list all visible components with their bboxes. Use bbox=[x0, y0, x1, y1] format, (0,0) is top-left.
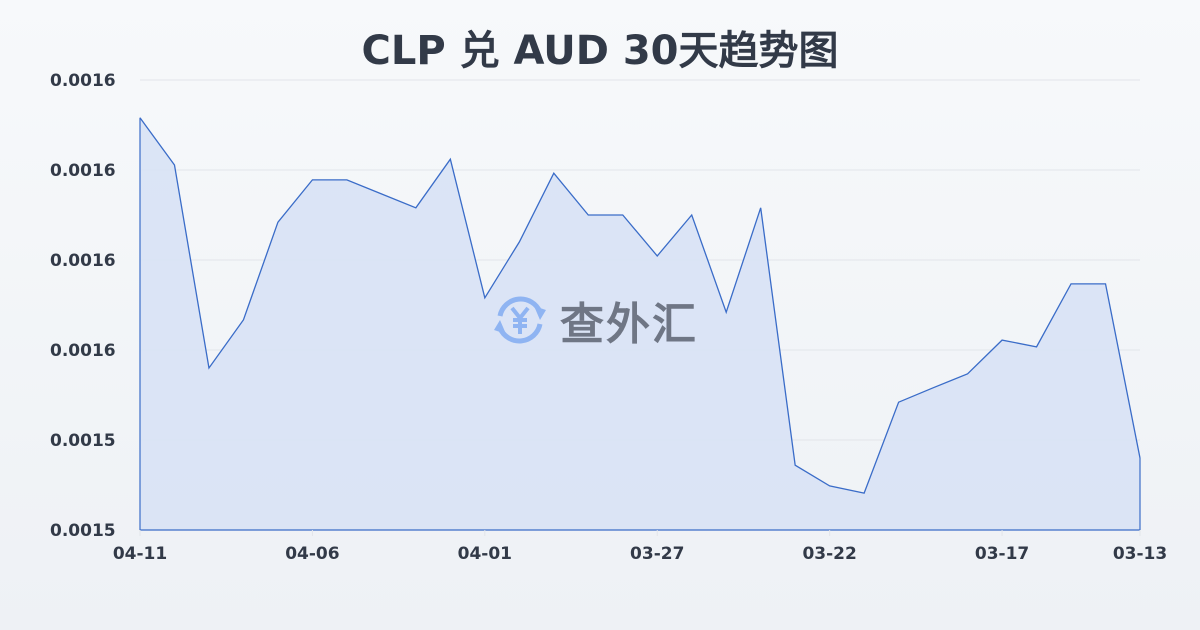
y-tick-label: 0.0016 bbox=[50, 161, 116, 181]
watermark-text: 查外汇 bbox=[560, 299, 698, 350]
yen-exchange-icon bbox=[494, 296, 546, 344]
y-tick-label: 0.0015 bbox=[50, 521, 116, 541]
x-tick-label: 03-13 bbox=[1113, 544, 1167, 564]
y-tick-label: 0.0016 bbox=[50, 341, 116, 361]
x-tick-label: 03-17 bbox=[975, 544, 1029, 564]
x-tick-label: 03-22 bbox=[802, 544, 856, 564]
y-tick-label: 0.0016 bbox=[50, 251, 116, 271]
y-tick-label: 0.0016 bbox=[50, 71, 116, 91]
y-tick-label: 0.0015 bbox=[50, 431, 116, 451]
x-tick-label: 04-11 bbox=[113, 544, 167, 564]
area-fill bbox=[140, 117, 1140, 531]
series-line bbox=[139, 117, 1141, 494]
x-tick-label: 04-06 bbox=[285, 544, 339, 564]
chart-title: CLP 兑 AUD 30天趋势图 bbox=[361, 28, 839, 74]
x-tick-label: 04-01 bbox=[458, 544, 512, 564]
watermark: 查外汇 bbox=[490, 288, 698, 352]
x-tick-label: 03-27 bbox=[630, 544, 684, 564]
